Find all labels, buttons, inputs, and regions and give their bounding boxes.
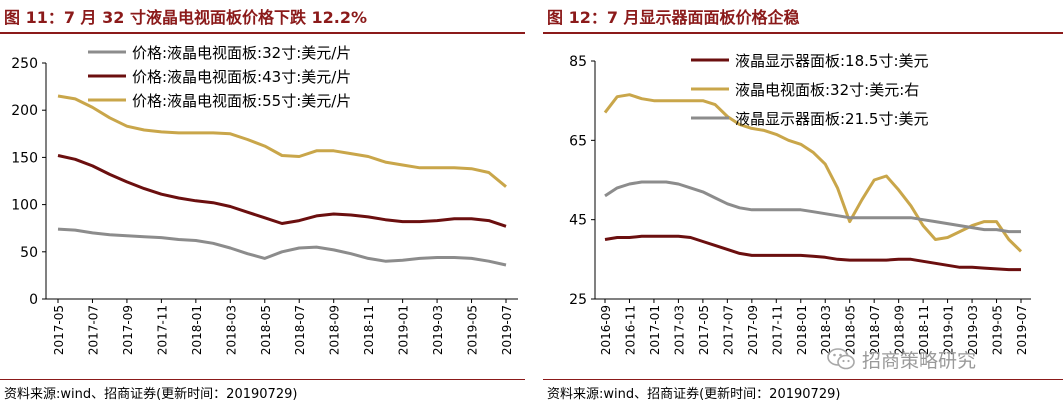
x-tick-label: 2019-01 <box>397 305 411 355</box>
y-tick-label: 250 <box>11 56 38 72</box>
x-tick-label: 2017-03 <box>672 305 686 355</box>
source-note: 资料来源:wind、招商证券(更新时间：20190729) <box>547 387 841 402</box>
x-tick-label: 2019-05 <box>466 305 480 355</box>
line-chart-tv-panel-price: 0 50 100 150 200 250 2017-05 2017-07 2017-09 2017… <box>11 44 518 355</box>
x-tick-label: 2019-01 <box>942 305 956 355</box>
source-divider <box>0 379 525 380</box>
x-tick-label: 2018-07 <box>868 305 882 355</box>
y-tick-label: 150 <box>11 150 38 166</box>
x-tick-label: 2018-03 <box>819 305 833 355</box>
x-tick-label: 2017-07 <box>721 305 735 355</box>
x-tick-label: 2018-01 <box>190 305 204 355</box>
x-tick-label: 2019-07 <box>500 305 514 355</box>
y-tick-label: 85 <box>569 54 587 70</box>
x-tick-label: 2018-03 <box>224 305 238 355</box>
watermark-text: 招商策略研究 <box>862 349 977 372</box>
figure-title-12: 图 12：7 月显示器面面板价格企稳 <box>547 8 800 27</box>
x-tick-label: 2017-07 <box>86 305 100 355</box>
x-tick-label: 2018-05 <box>259 305 273 355</box>
wechat-icon <box>827 348 855 370</box>
x-tick-label: 2018-07 <box>293 305 307 355</box>
x-tick-label: 2018-05 <box>844 305 858 355</box>
y-tick-label: 0 <box>29 292 38 308</box>
y-tick-label: 50 <box>20 245 38 261</box>
chart-panel-tv: 图 11：7 月 32 寸液晶电视面板价格下跌 12.2% 0 50 100 150 2… <box>0 0 525 407</box>
series-line-2 <box>57 154 507 228</box>
legend-label-2: 价格:液晶电视面板:43寸:美元/片 <box>132 68 351 86</box>
figure-title-11: 图 11：7 月 32 寸液晶电视面板价格下跌 12.2% <box>4 8 368 27</box>
series-line-2 <box>603 93 1023 253</box>
series-line-1 <box>57 227 507 267</box>
x-tick-label: 2017-09 <box>746 305 760 355</box>
x-tick-label: 2019-03 <box>966 305 980 355</box>
y-tick-label: 65 <box>569 133 587 149</box>
title-divider <box>543 32 1063 34</box>
y-tick-label: 25 <box>569 292 587 308</box>
x-tick-label: 2017-09 <box>121 305 135 355</box>
source-divider <box>543 379 1063 380</box>
line-chart-monitor-panel-price: 25 45 65 85 2016-09 2016-11 2017-01 2017-03 2017… <box>569 52 1031 355</box>
chart-panel-monitor: 图 12：7 月显示器面面板价格企稳 25 45 65 85 2016-09 2016-1… <box>543 0 1063 407</box>
x-tick-label: 2018-09 <box>328 305 342 355</box>
x-tick-label: 2019-05 <box>991 305 1005 355</box>
x-tick-label: 2016-09 <box>599 305 613 355</box>
legend-label-3: 价格:液晶电视面板:55寸:美元/片 <box>132 92 351 110</box>
title-divider <box>0 32 525 34</box>
series-line-3 <box>604 180 1021 234</box>
legend-label-2: 液晶电视面板:32寸:美元:右 <box>735 81 919 99</box>
legend-label-3: 液晶显示器面板:21.5寸:美元 <box>735 110 929 128</box>
wechat-watermark: 招商策略研究 <box>826 344 1046 374</box>
x-tick-label: 2018-01 <box>795 305 809 355</box>
x-tick-label: 2017-05 <box>52 305 66 355</box>
x-tick-label: 2018-11 <box>917 305 931 355</box>
x-tick-label: 2018-09 <box>893 305 907 355</box>
x-tick-label: 2018-11 <box>362 305 376 355</box>
x-tick-label: 2019-03 <box>431 305 445 355</box>
x-tick-label: 2017-11 <box>155 305 169 355</box>
x-tick-label: 2017-11 <box>770 305 784 355</box>
legend-label-1: 液晶显示器面板:18.5寸:美元 <box>735 52 929 70</box>
x-tick-label: 2017-01 <box>648 305 662 355</box>
series-line-3 <box>57 94 507 188</box>
x-tick-label: 2017-05 <box>697 305 711 355</box>
y-tick-label: 200 <box>11 103 38 119</box>
y-tick-label: 100 <box>11 198 38 214</box>
legend-label-1: 价格:液晶电视面板:32寸:美元/片 <box>132 44 351 62</box>
x-tick-label: 2019-07 <box>1015 305 1029 355</box>
series-line-1 <box>604 234 1021 272</box>
source-note: 资料来源:wind、招商证券(更新时间：20190729) <box>4 387 298 402</box>
y-tick-label: 45 <box>569 213 587 229</box>
x-tick-label: 2016-11 <box>623 305 637 355</box>
